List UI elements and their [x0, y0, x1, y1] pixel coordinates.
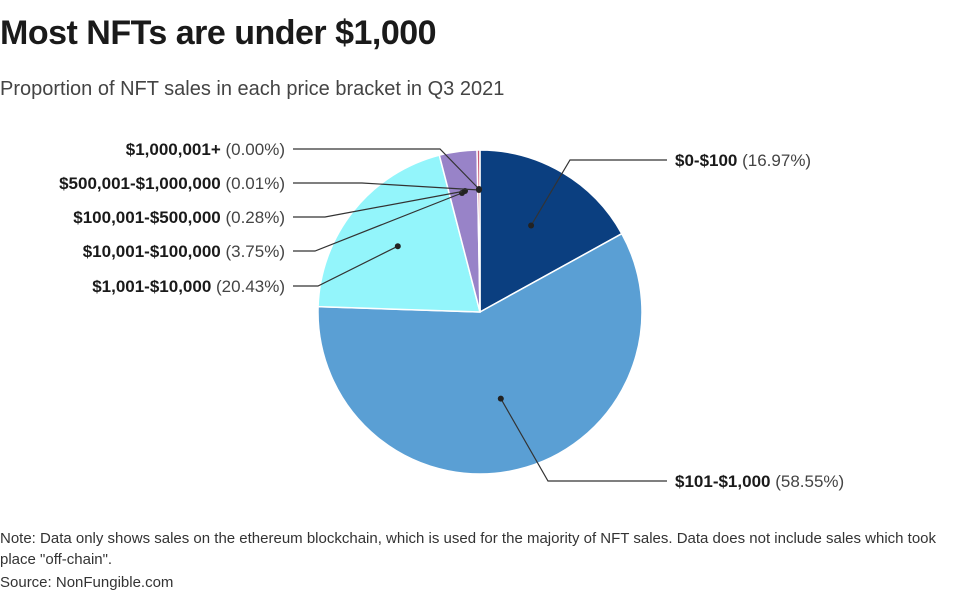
slice-label-percent: (3.75%) [221, 242, 285, 261]
slice-label-name: $101-$1,000 [675, 472, 770, 491]
slice-label-name: $100,001-$500,000 [73, 208, 220, 227]
slice-label-percent: (0.28%) [221, 208, 285, 227]
slice-label-name: $500,001-$1,000,000 [59, 174, 221, 193]
leader-line-1-000-001 [293, 148, 480, 190]
leader-line-500-001-1-000-000 [293, 182, 480, 191]
slice-label-500-001-1-000-000: $500,001-$1,000,000 (0.01%) [59, 174, 285, 193]
leader-dot-0-100 [528, 222, 535, 229]
chart-title: Most NFTs are under $1,000 [0, 14, 437, 52]
slice-label-1-001-10-000: $1,001-$10,000 (20.43%) [92, 277, 285, 296]
leader-line-10-001-100-000 [293, 192, 463, 252]
leader-line-0-100 [530, 159, 667, 226]
slice-label-101-1-000: $101-$1,000 (58.55%) [675, 472, 844, 491]
slice-label-name: $1,000,001+ [126, 140, 221, 159]
slice-label-name: $10,001-$100,000 [83, 242, 221, 261]
pie-slice-1-001-10-000 [317, 154, 481, 313]
leader-line-101-1-000 [500, 398, 667, 482]
chart-note: Note: Data only shows sales on the ether… [0, 530, 937, 568]
slice-label-percent: (0.00%) [221, 140, 285, 159]
leader-dot-1-000-001 [476, 186, 482, 192]
leader-dot-101-1-000 [497, 395, 504, 402]
slice-label-0-100: $0-$100 (16.97%) [675, 151, 811, 170]
slice-label-percent: (20.43%) [211, 277, 285, 296]
slice-label-percent: (58.55%) [770, 472, 844, 491]
leader-dot-1-001-10-000 [394, 243, 401, 250]
slice-label-100-001-500-000: $100,001-$500,000 (0.28%) [73, 208, 285, 227]
leader-line-1-001-10-000 [293, 245, 399, 287]
chart-source: Source: NonFungible.com [0, 574, 174, 591]
slice-label-name: $0-$100 [675, 151, 737, 170]
slice-label-10-001-100-000: $10,001-$100,000 (3.75%) [83, 242, 285, 261]
pie-slice-101-1-000 [317, 232, 643, 475]
slice-label-percent: (0.01%) [221, 174, 285, 193]
slice-label-percent: (16.97%) [737, 151, 811, 170]
chart-subtitle: Proportion of NFT sales in each price br… [0, 78, 505, 100]
slice-label-1-000-001: $1,000,001+ (0.00%) [126, 140, 285, 159]
slice-label-name: $1,001-$10,000 [92, 277, 211, 296]
leader-line-100-001-500-000 [293, 190, 466, 218]
